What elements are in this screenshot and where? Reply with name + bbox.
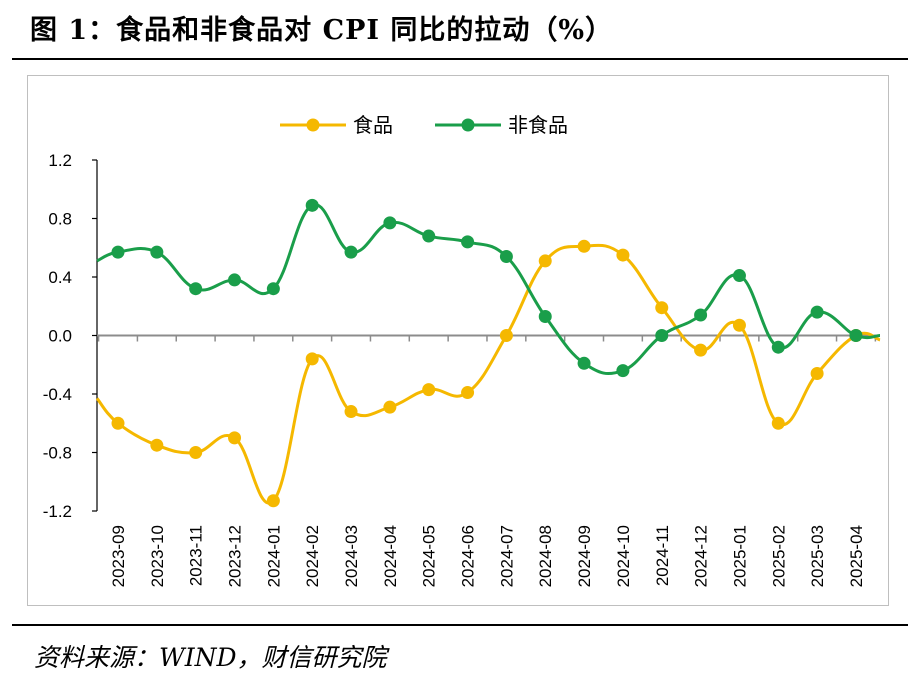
food-point xyxy=(577,239,591,253)
x-tick-label: 2023-12 xyxy=(226,525,245,587)
x-tick-label: 2024-06 xyxy=(459,525,478,587)
legend-food: 食品 xyxy=(280,113,393,137)
food-point xyxy=(422,383,436,397)
nonfood-point xyxy=(111,245,125,259)
food-point xyxy=(616,248,630,262)
food-point xyxy=(383,400,397,414)
x-tick-label: 2024-12 xyxy=(692,525,711,587)
legend-label: 食品 xyxy=(353,113,393,137)
nonfood-point xyxy=(849,329,863,342)
food-point xyxy=(771,416,785,430)
nonfood-point xyxy=(344,245,358,259)
source-rule xyxy=(12,624,908,626)
nonfood-point xyxy=(150,245,164,259)
x-tick-label: 2023-10 xyxy=(148,525,167,587)
nonfood-point xyxy=(266,282,280,296)
nonfood-point xyxy=(616,364,630,378)
source-note: 资料来源：WIND，财信研究院 xyxy=(34,643,387,672)
food-point xyxy=(150,438,164,452)
y-tick-label: 0.8 xyxy=(48,210,72,229)
x-tick-label: 2024-05 xyxy=(420,525,439,587)
nonfood-point xyxy=(305,198,319,212)
nonfood-point xyxy=(538,309,552,323)
food-point xyxy=(732,318,746,332)
food-point xyxy=(655,301,669,315)
chart-frame xyxy=(27,75,889,606)
nonfood-point xyxy=(577,356,591,370)
food-line xyxy=(95,243,881,505)
legend-label: 非食品 xyxy=(508,113,568,137)
legend-nonfood: 非食品 xyxy=(435,113,568,137)
x-tick-label: 2024-08 xyxy=(536,525,555,587)
food-point xyxy=(305,352,319,366)
food-point xyxy=(499,329,513,342)
x-tick-label: 2025-04 xyxy=(847,525,866,587)
nonfood-point xyxy=(189,282,203,296)
y-tick-label: -0.8 xyxy=(43,444,72,463)
legend-marker xyxy=(461,118,475,132)
food-point xyxy=(266,494,280,508)
x-tick-label: 2024-09 xyxy=(575,525,594,587)
nonfood-point xyxy=(732,269,746,283)
food-point xyxy=(189,446,203,459)
nonfood-point xyxy=(694,308,708,322)
food-point xyxy=(810,367,824,381)
nonfood-point xyxy=(771,340,785,354)
nonfood-line xyxy=(96,203,881,376)
x-tick-label: 2024-04 xyxy=(381,525,400,587)
food-point xyxy=(694,343,708,357)
x-tick-label: 2024-10 xyxy=(614,525,633,587)
food-point xyxy=(344,405,358,419)
x-tick-label: 2024-07 xyxy=(497,525,516,587)
x-tick-label: 2024-11 xyxy=(653,525,672,586)
nonfood-point xyxy=(499,250,513,264)
x-tick-label: 2023-11 xyxy=(187,525,206,586)
x-tick-label: 2024-03 xyxy=(342,525,361,587)
food-point xyxy=(228,431,242,445)
figure-title: 图 1：食品和非食品对 CPI 同比的拉动（%） xyxy=(30,15,614,46)
food-point xyxy=(538,254,552,268)
food-point xyxy=(461,386,475,400)
x-tick-label: 2024-02 xyxy=(303,525,322,587)
x-tick-label: 2024-01 xyxy=(264,525,283,587)
y-tick-label: -1.2 xyxy=(43,502,72,521)
nonfood-point xyxy=(383,216,397,230)
y-tick-label: 0.0 xyxy=(48,327,72,346)
nonfood-point xyxy=(228,273,242,287)
x-tick-label: 2025-01 xyxy=(730,525,749,587)
y-tick-label: 1.2 xyxy=(48,151,72,170)
nonfood-point xyxy=(422,229,436,243)
nonfood-point xyxy=(655,329,669,342)
nonfood-point xyxy=(810,305,824,319)
nonfood-point xyxy=(461,235,475,249)
food-point xyxy=(111,416,125,430)
x-tick-label: 2025-02 xyxy=(769,525,788,587)
x-tick-label: 2025-03 xyxy=(808,525,827,587)
y-tick-label: -0.4 xyxy=(43,385,72,404)
title-rule xyxy=(12,58,908,60)
y-tick-label: 0.4 xyxy=(48,268,72,287)
legend-marker xyxy=(306,118,320,132)
x-tick-label: 2023-09 xyxy=(109,525,128,587)
